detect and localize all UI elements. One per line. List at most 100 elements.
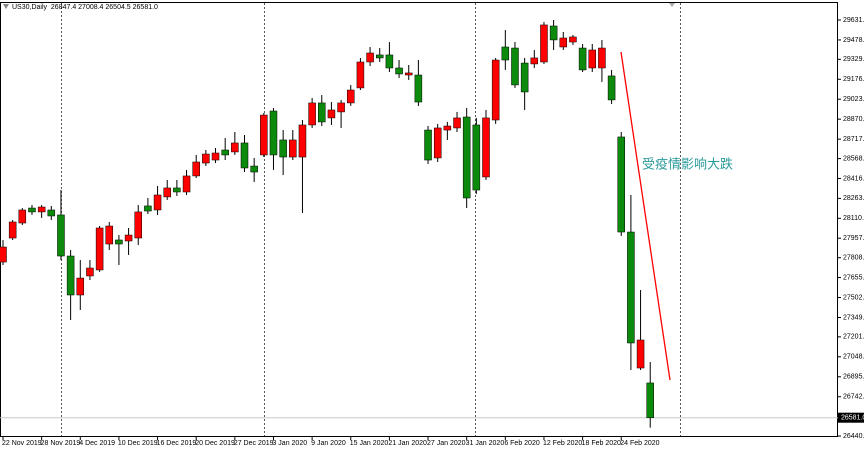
candle-body xyxy=(318,102,326,123)
y-tick-label: 28263.0 xyxy=(843,195,864,202)
candle-body xyxy=(443,125,452,131)
y-tick-label: 28870.5 xyxy=(843,116,864,123)
candle-body xyxy=(202,153,210,164)
candle-body xyxy=(540,24,548,63)
y-tick-label: 27808.0 xyxy=(843,255,864,262)
candle-body xyxy=(424,129,432,161)
candle-body xyxy=(269,110,278,156)
shift-marker xyxy=(669,3,675,7)
current-price-label: 26581.0 xyxy=(841,415,864,422)
x-tick-label: 27 Dec 2019 xyxy=(234,440,274,447)
y-tick-label: 28568.0 xyxy=(843,155,864,162)
candle-body xyxy=(57,214,65,257)
candle-body xyxy=(520,62,529,93)
x-tick-label: 10 Dec 2019 xyxy=(118,440,158,447)
annotation: 受疫情影响大跌 xyxy=(642,156,733,171)
candle-body xyxy=(530,57,539,65)
candle-body xyxy=(95,227,104,271)
candle-body xyxy=(569,36,577,43)
y-tick-label: 29023.5 xyxy=(843,96,864,103)
candle-body xyxy=(491,59,500,121)
x-tick-label: 6 Feb 2020 xyxy=(504,440,540,447)
candle-body xyxy=(327,109,336,119)
candle-body xyxy=(598,47,606,69)
candle-body xyxy=(356,61,365,89)
x-tick-label: 28 Nov 2019 xyxy=(41,440,81,447)
candle-body xyxy=(298,124,307,158)
candle-body xyxy=(28,207,36,213)
chart-header: US30,Daily 26847.4 27008.4 26504.5 26581… xyxy=(12,4,158,11)
candle-body xyxy=(472,124,481,191)
candle-body xyxy=(260,114,268,156)
x-tick-label: 15 Jan 2020 xyxy=(350,440,389,447)
candle-body xyxy=(578,47,587,71)
y-tick-label: 28717.5 xyxy=(843,136,864,143)
candle-body xyxy=(134,211,142,239)
y-tick-label: 29631.0 xyxy=(843,17,864,24)
y-tick-label: 29478.0 xyxy=(843,37,864,44)
y-tick-label: 29176.5 xyxy=(843,76,864,83)
header-icon xyxy=(3,4,9,9)
candle-body xyxy=(240,142,249,169)
y-tick-label: 28416.0 xyxy=(843,175,864,182)
x-tick-label: 27 Jan 2020 xyxy=(427,440,466,447)
trend-line xyxy=(620,51,671,381)
candle-body xyxy=(501,46,510,61)
y-tick-label: 27957.5 xyxy=(843,235,864,242)
candle-body xyxy=(37,206,46,213)
candle-body xyxy=(211,152,220,161)
x-tick-label: 22 Nov 2019 xyxy=(2,440,42,447)
candle-body xyxy=(182,175,191,193)
candle-body xyxy=(8,221,17,239)
x-tick-label: 18 Feb 2020 xyxy=(582,440,621,447)
candle-body xyxy=(76,277,85,296)
candle-body xyxy=(0,246,7,263)
candle-body xyxy=(192,161,200,177)
candle-body xyxy=(404,72,413,76)
candle-body xyxy=(453,117,461,129)
candle-body xyxy=(607,75,616,101)
candle-body xyxy=(617,136,625,233)
candle-body xyxy=(308,102,316,126)
y-tick-label: 27349.5 xyxy=(843,314,864,321)
y-tick-label: 29329.5 xyxy=(843,56,864,63)
candle-body xyxy=(144,205,152,212)
x-tick-label: 3 Jan 2020 xyxy=(272,440,307,447)
candle-body xyxy=(549,25,558,41)
candle-body xyxy=(366,52,374,63)
candle-body xyxy=(347,89,355,104)
candle-body xyxy=(395,67,403,75)
candle-body xyxy=(221,149,229,156)
candle-body xyxy=(18,209,27,224)
x-tick-label: 9 Jan 2020 xyxy=(311,440,346,447)
y-tick-label: 26440.5 xyxy=(843,433,864,440)
candle-body xyxy=(289,139,297,158)
x-tick-label: 12 Feb 2020 xyxy=(543,440,582,447)
y-tick-label: 27201.0 xyxy=(843,334,864,341)
y-tick-label: 26742.0 xyxy=(843,394,864,401)
candle-body xyxy=(231,142,239,153)
candle-body xyxy=(153,194,162,211)
plot-frame xyxy=(0,2,838,437)
x-tick-label: 20 Dec 2019 xyxy=(195,440,235,447)
candle-body xyxy=(462,116,471,199)
candle-body xyxy=(105,225,114,245)
x-tick-label: 16 Dec 2019 xyxy=(157,440,197,447)
y-tick-label: 26895.0 xyxy=(843,374,864,381)
candle-body xyxy=(337,102,345,113)
y-tick-label: 27048.0 xyxy=(843,354,864,361)
x-tick-label: 31 Jan 2020 xyxy=(466,440,505,447)
candle-body xyxy=(433,127,442,159)
candle-body xyxy=(414,74,423,103)
candle-body xyxy=(66,255,75,296)
candle-body xyxy=(163,187,171,198)
x-tick-label: 4 Dec 2019 xyxy=(79,440,115,447)
x-tick-label: 24 Feb 2020 xyxy=(620,440,659,447)
x-tick-label: 21 Jan 2020 xyxy=(388,440,427,447)
candle-body xyxy=(636,339,645,369)
candle-body xyxy=(511,47,519,86)
candle-body xyxy=(279,139,287,158)
